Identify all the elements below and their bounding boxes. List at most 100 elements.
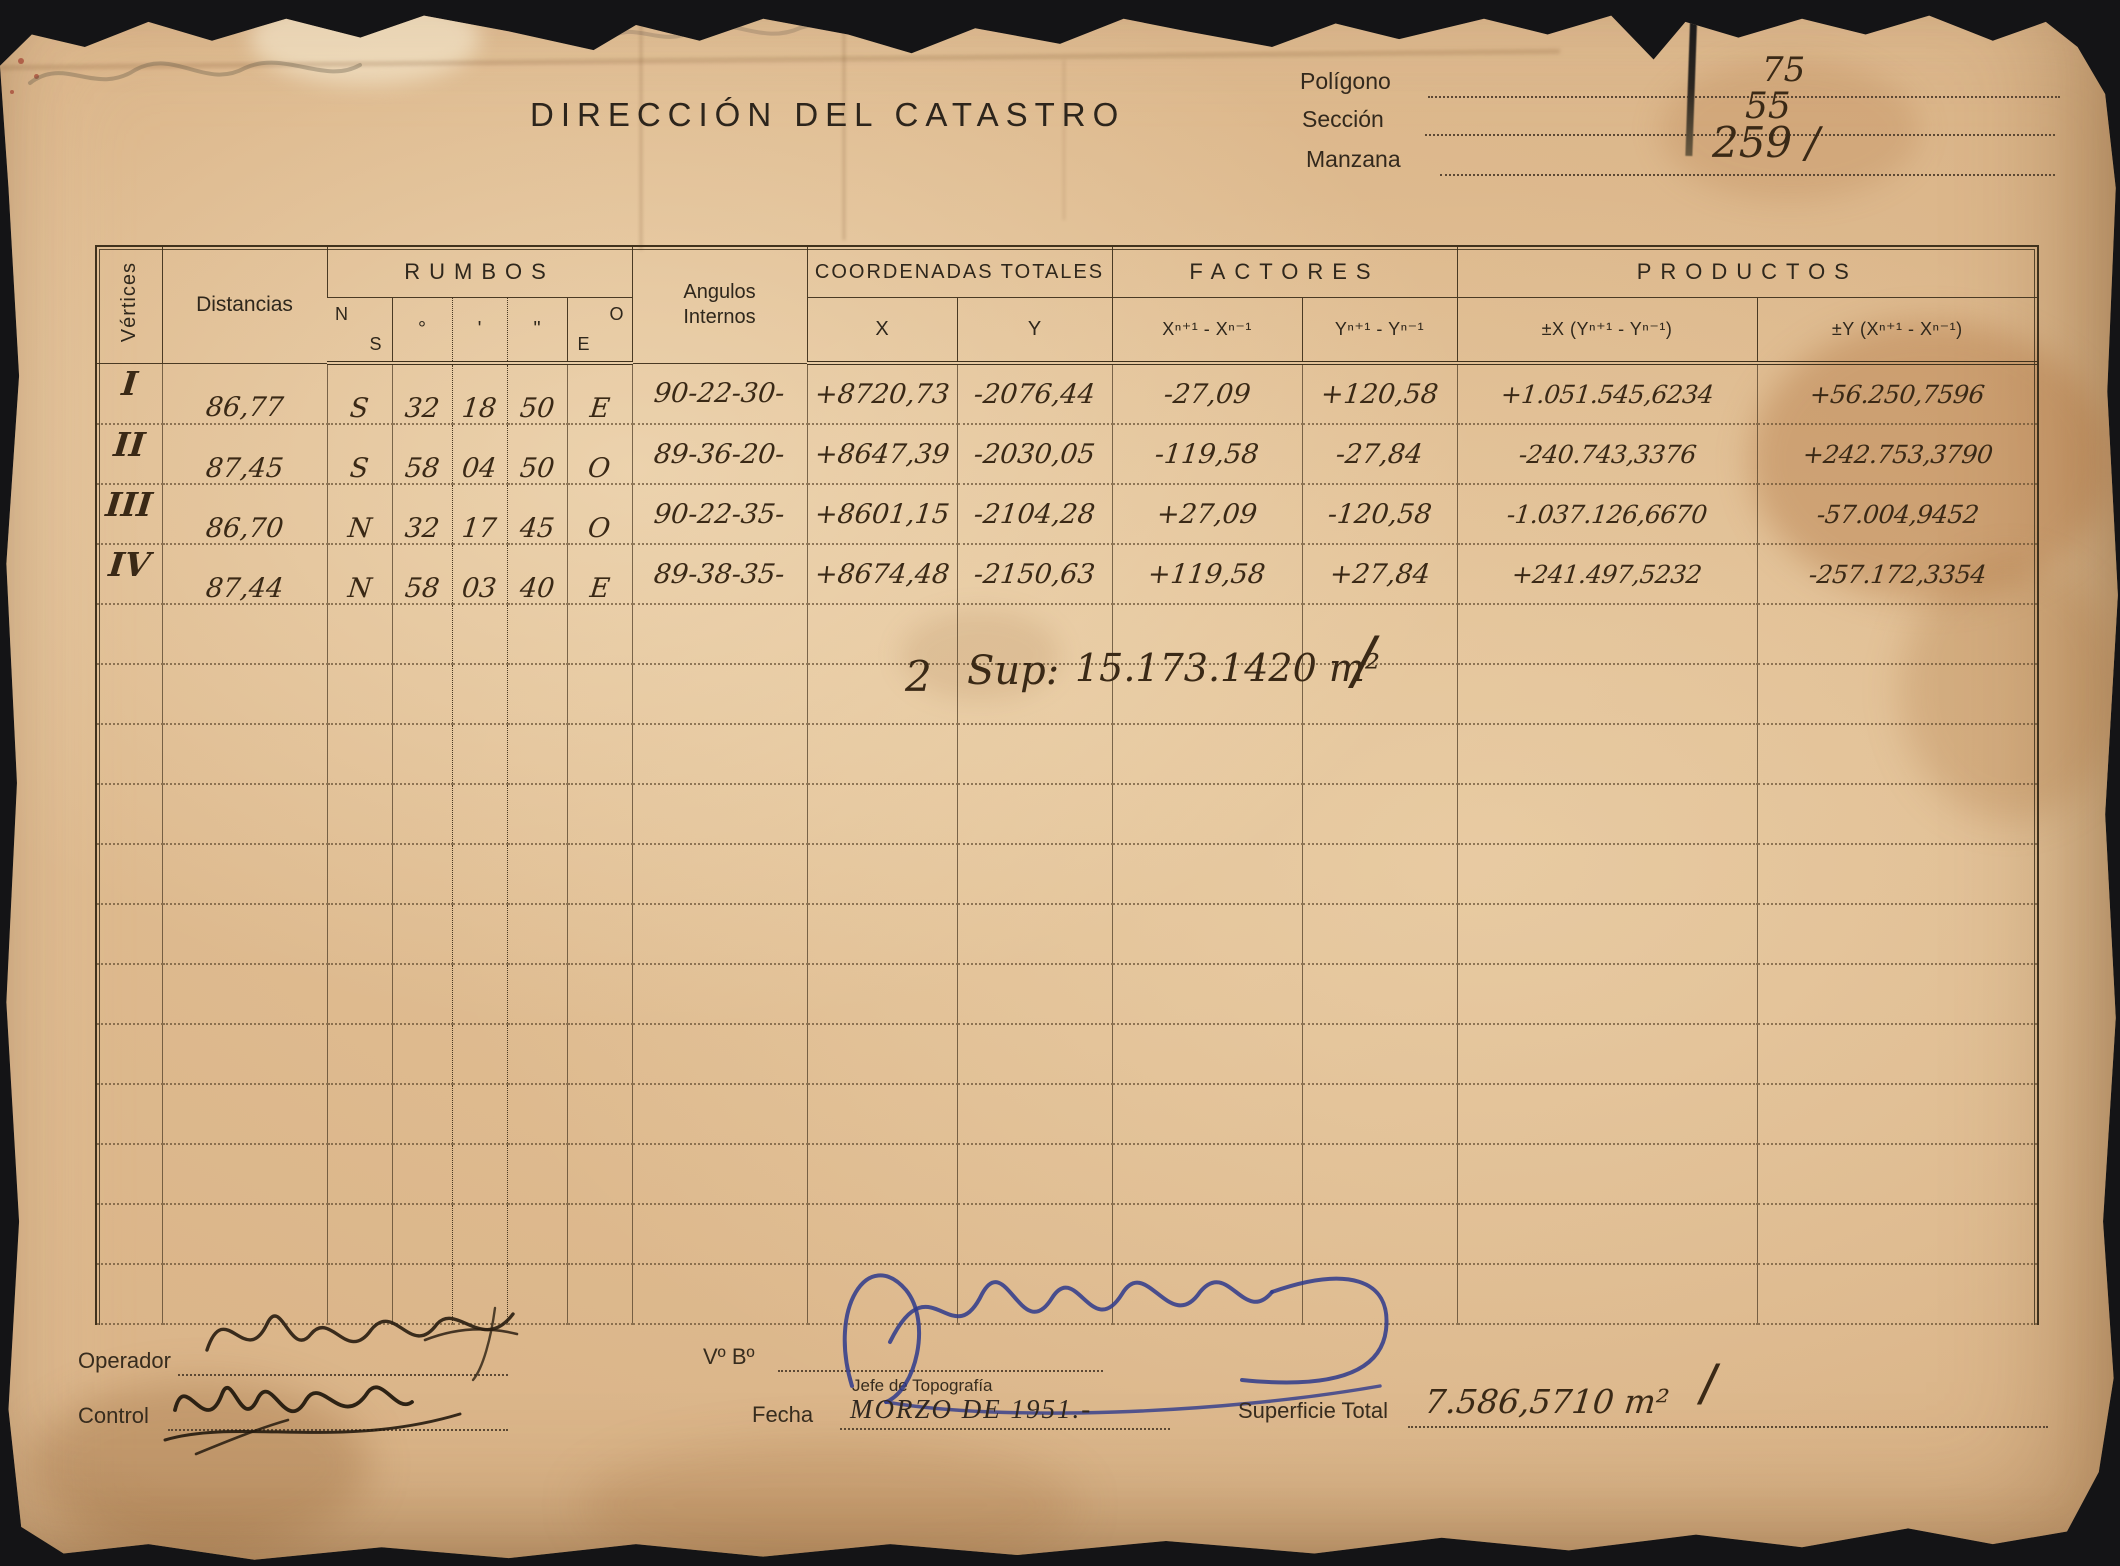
pencil-annotation [603,22,897,42]
cell-distancia [161,664,327,725]
cell-angulo [631,844,807,905]
cell-coord-x [806,964,957,1025]
cell-coord-x [806,1204,957,1265]
header-y: Y [956,297,1113,365]
cell-coord-x [806,724,957,785]
page-title: DIRECCIÓN DEL CATASTRO [530,96,1126,133]
header-factores: FACTORES [1111,247,1458,298]
superficie-total-value: 7.586,5710 m² [1422,1382,1672,1421]
cell-vertice: I [97,363,162,425]
cell-vertice [97,1144,162,1205]
table-body: I 86,77 S 32 18 50 E 90-22-30- +8720,73 … [97,363,2038,1325]
cell-distancia [161,1264,327,1325]
cell-factor-x [1111,1024,1303,1085]
cell-rumbo-oe: E [566,363,632,425]
cell-coord-y [956,1084,1113,1145]
cell-factor-x [1111,604,1303,665]
annotation-value: 15.173.1420 m² [1075,646,1381,690]
cell-distancia [161,784,327,845]
cell-producto-y [1756,844,2038,905]
cell-vertice: III [97,484,162,545]
cell-coord-y [956,1144,1113,1205]
table-row [97,724,2038,785]
table-row: IV 87,44 N 58 03 40 E 89-38-35- +8674,48… [97,544,2038,605]
cell-distancia [161,844,327,905]
cell-rumbo-min [451,1144,507,1205]
survey-table: Vértices Distancias RUMBOS Angulos Inter… [95,245,2039,1325]
cell-producto-x: -240.743,3376 [1456,424,1758,485]
cell-producto-x [1456,604,1758,665]
cell-coord-y [956,1204,1113,1265]
cell-factor-x: +119,58 [1111,544,1303,605]
cell-angulo [631,1024,807,1085]
cell-rumbo-oe [566,784,632,845]
cell-factor-x [1111,1144,1303,1205]
cell-rumbo-ns [326,1084,392,1145]
cell-coord-y: -2030,05 [956,424,1113,485]
cell-rumbo-oe [566,1264,632,1325]
jefe-topografia-label: Jefe de Topografía [852,1376,993,1395]
cell-vertice [97,904,162,965]
cell-vertice [97,1204,162,1265]
cell-rumbo-sec [506,1084,567,1145]
control-line [168,1429,508,1431]
header-factor-x: Xⁿ⁺¹ - Xⁿ⁻¹ [1111,297,1303,365]
table-row: I 86,77 S 32 18 50 E 90-22-30- +8720,73 … [97,363,2038,425]
cell-rumbo-deg [391,1084,452,1145]
cell-coord-y: -2076,44 [956,363,1113,425]
cell-producto-x [1456,664,1758,725]
cell-coord-x [806,604,957,665]
cell-distancia [161,1204,327,1265]
header-angulos-internos: Angulos Internos [631,247,807,364]
cell-rumbo-ns [326,1024,392,1085]
cell-rumbo-sec [506,724,567,785]
fecha-line [840,1428,1170,1430]
cell-rumbo-ns [326,664,392,725]
annotation-label: Sup: [967,648,1060,694]
cell-factor-x [1111,784,1303,845]
cell-rumbo-min [451,1084,507,1145]
operator-signature [205,1306,519,1382]
seccion-line [1425,134,2055,136]
table-row [97,844,2038,905]
cell-factor-y: -120,58 [1301,484,1458,545]
cell-rumbo-sec [506,664,567,725]
cell-coord-y: -2150,63 [956,544,1113,605]
cell-coord-x [806,784,957,845]
poligono-value: 75 [1762,50,1806,90]
superficie-total-label: Superficie Total [1238,1398,1389,1423]
cell-vertice [97,784,162,845]
cell-rumbo-ns [326,604,392,665]
cell-producto-x: +241.497,5232 [1456,544,1758,605]
cell-rumbo-ns: S [326,363,392,425]
cell-factor-y [1301,664,1458,725]
cell-vertice: IV [97,544,162,605]
fecha-label: Fecha [752,1402,814,1427]
cell-rumbo-sec [506,1264,567,1325]
cell-distancia [161,1024,327,1085]
header-minutes: ' [451,297,507,365]
cell-rumbo-oe [566,724,632,785]
cell-angulo [631,1144,807,1205]
cell-producto-y: -257.172,3354 [1756,544,2038,605]
table-row [97,964,2038,1025]
cell-rumbo-deg: 58 [391,544,452,605]
header-degrees: ° [391,297,452,365]
cell-angulo: 90-22-35- [631,484,807,545]
cell-vertice [97,1084,162,1145]
cell-producto-y [1756,1084,2038,1145]
cell-vertice [97,604,162,665]
cell-producto-y: +242.753,3790 [1756,424,2038,485]
cell-factor-x [1111,1084,1303,1145]
cell-rumbo-deg [391,664,452,725]
cell-rumbo-oe [566,1204,632,1265]
header-seconds: " [506,297,567,365]
ink-speck [18,58,24,64]
cell-producto-x [1456,1204,1758,1265]
cell-angulo [631,664,807,725]
cell-distancia [161,904,327,965]
cell-factor-y [1301,964,1458,1025]
manzana-line [1440,174,2055,176]
cell-distancia [161,964,327,1025]
